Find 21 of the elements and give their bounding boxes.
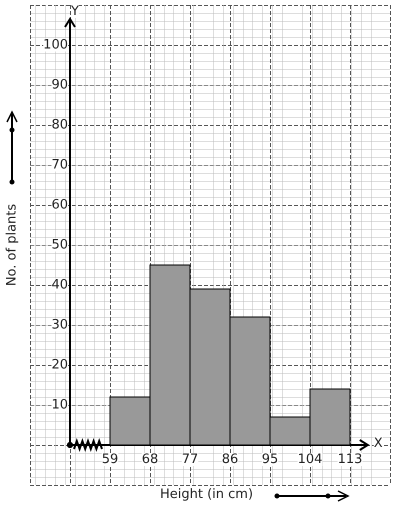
x-tick-label: 77 [182,452,198,467]
y-tick-label: 10 [51,398,68,412]
x-tick-label: 68 [142,452,158,467]
y-tick-label: 20 [51,358,68,372]
x-tick-label: 104 [298,452,322,467]
y-tick-label: 60 [51,198,68,212]
x-tick-label: 95 [262,452,278,467]
y-tick-label: 50 [51,238,68,252]
y-tick-label: 40 [51,278,68,292]
x-axis-title: Height (in cm) [160,487,254,502]
y-tick-label: 100 [43,38,68,52]
x-tick-label: 59 [102,452,118,467]
x-tick-label: 113 [338,452,362,467]
y-tick-label: 80 [51,118,68,132]
y-axis-title: No. of plants [4,204,20,286]
y-tick-label: 90 [51,78,68,92]
x-tick-label: 86 [222,452,238,467]
y-tick-label: 70 [51,158,68,172]
annotation: X [374,436,383,451]
annotation: Y [70,4,79,19]
y-tick-label: 30 [51,318,68,332]
